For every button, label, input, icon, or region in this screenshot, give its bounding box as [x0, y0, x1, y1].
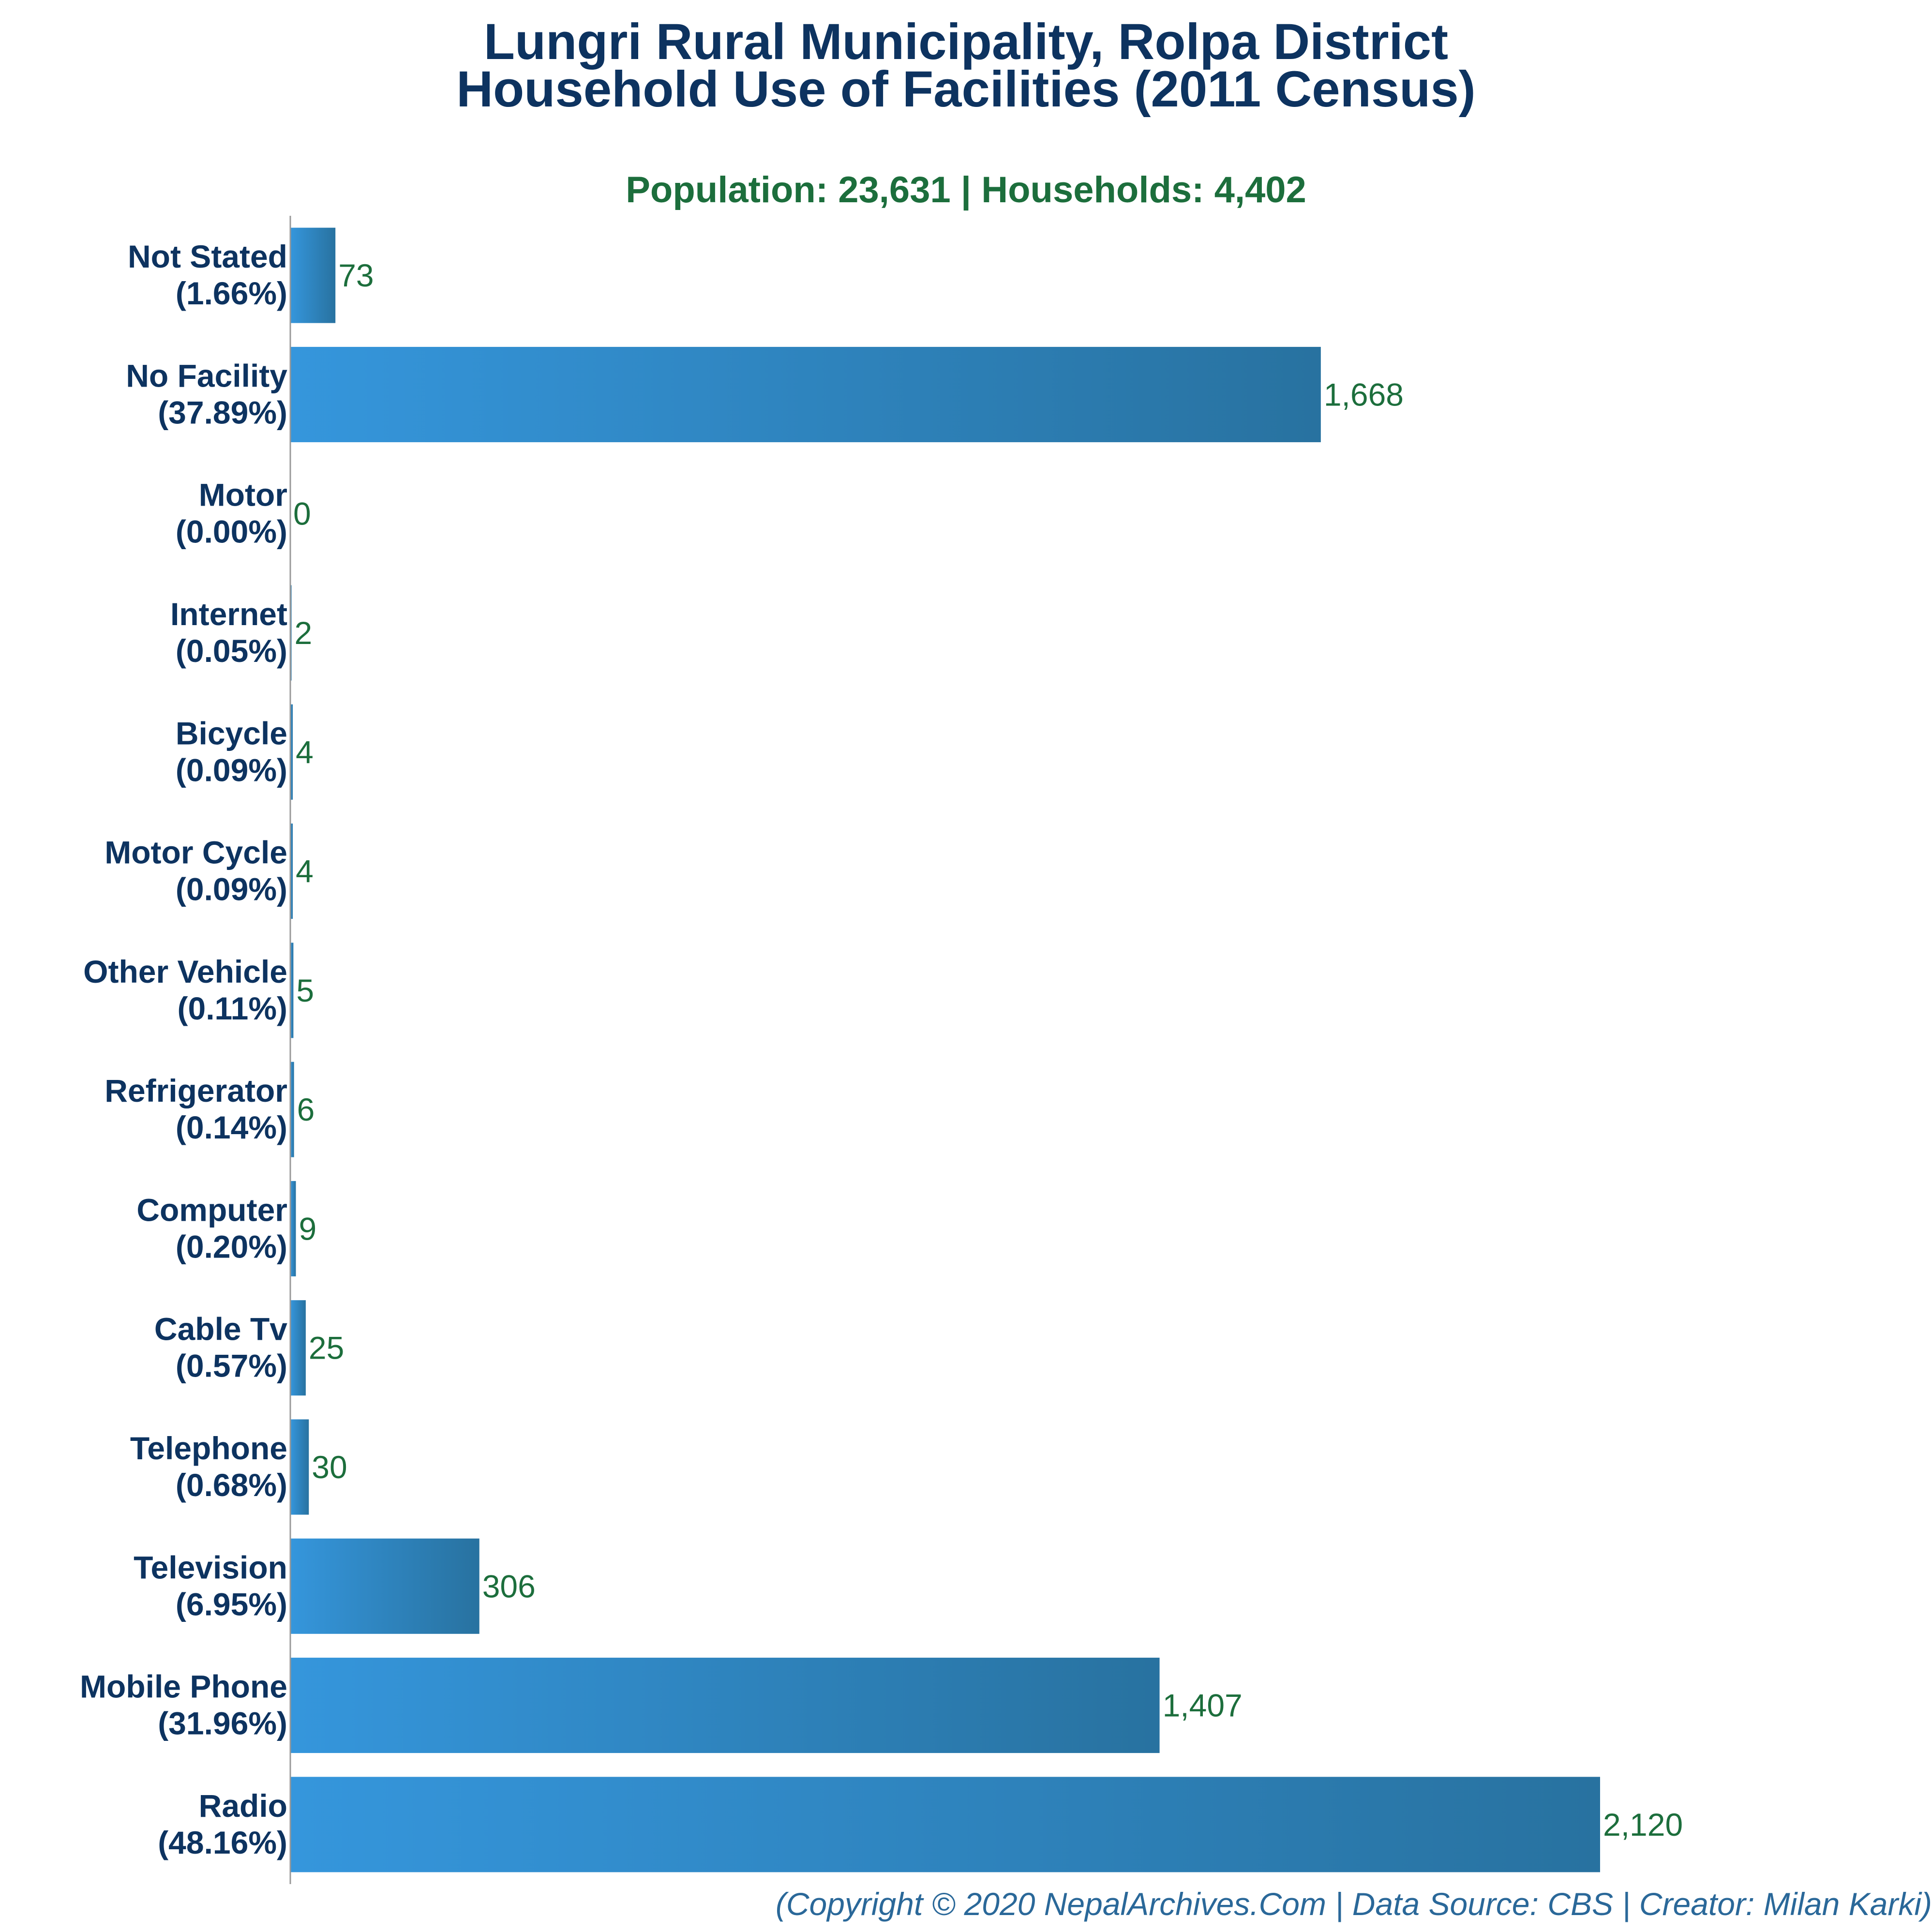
bar-group: Computer (0.20%) 9: [136, 1181, 316, 1276]
bar: [290, 1300, 306, 1396]
value-label: 6: [297, 1092, 315, 1127]
category-label: Motor Cycle (0.09%): [105, 835, 287, 907]
category-percent: (0.09%): [176, 871, 287, 907]
bar: [290, 1181, 296, 1276]
bar-group: Television (6.95%) 306: [134, 1538, 536, 1634]
category-name: Refrigerator: [105, 1073, 287, 1108]
bar-group: Telephone (0.68%) 30: [130, 1419, 347, 1515]
category-name: Telephone: [130, 1430, 287, 1466]
category-name: Not Stated: [128, 239, 287, 274]
value-label: 9: [299, 1211, 316, 1246]
category-name: Internet: [170, 596, 287, 632]
category-label: Bicycle (0.09%): [176, 715, 287, 788]
category-label: Internet (0.05%): [170, 596, 287, 669]
category-name: Bicycle: [176, 715, 287, 751]
bar: [290, 346, 1321, 442]
category-name: Motor: [199, 477, 287, 513]
category-name: Other Vehicle: [83, 954, 287, 989]
value-label: 4: [296, 734, 314, 770]
chart-title-line-2: Household Use of Facilities (2011 Census…: [456, 61, 1476, 118]
category-percent: (48.16%): [158, 1825, 287, 1860]
category-label: Cable Tv (0.57%): [154, 1311, 287, 1384]
value-label: 2,120: [1603, 1807, 1683, 1842]
category-percent: (0.00%): [176, 514, 287, 550]
bar: [290, 704, 293, 800]
bar: [290, 1538, 479, 1634]
bars: Not Stated (1.66%) 73 No Facility (37.89%) 1,…: [80, 227, 1683, 1872]
bar: [290, 1777, 1600, 1872]
category-name: No Facility: [126, 358, 287, 393]
category-label: Computer (0.20%): [136, 1192, 287, 1264]
category-name: Television: [134, 1549, 287, 1585]
bar-group: Cable Tv (0.57%) 25: [154, 1300, 344, 1396]
category-percent: (1.66%): [176, 275, 287, 311]
bar-group: No Facility (37.89%) 1,668: [126, 346, 1404, 442]
category-label: Motor (0.00%): [176, 477, 287, 550]
category-label: Refrigerator (0.14%): [105, 1073, 287, 1145]
value-label: 1,407: [1163, 1688, 1243, 1723]
bar: [290, 1062, 294, 1157]
bar-group: Mobile Phone (31.96%) 1,407: [80, 1658, 1243, 1753]
category-name: Cable Tv: [154, 1311, 287, 1347]
bar: [290, 1419, 309, 1515]
bar-group: Refrigerator (0.14%) 6: [105, 1062, 315, 1157]
bar-group: Motor (0.00%) 0: [176, 477, 311, 550]
category-name: Motor Cycle: [105, 835, 287, 870]
bar-group: Internet (0.05%) 2: [170, 585, 313, 681]
category-percent: (31.96%): [158, 1706, 287, 1741]
category-label: Not Stated (1.66%): [128, 239, 287, 311]
bar: [290, 1658, 1160, 1753]
category-percent: (0.05%): [176, 633, 287, 669]
category-label: Telephone (0.68%): [130, 1430, 287, 1503]
category-percent: (0.14%): [176, 1109, 287, 1145]
chart-subtitle: Population: 23,631 | Households: 4,402: [626, 169, 1306, 210]
category-name: Computer: [136, 1192, 287, 1228]
value-label: 5: [296, 973, 314, 1008]
value-label: 0: [293, 496, 311, 532]
bar: [290, 824, 293, 919]
value-label: 306: [482, 1568, 536, 1604]
value-label: 25: [309, 1330, 344, 1366]
category-percent: (37.89%): [158, 394, 287, 430]
chart-title-line-1: Lungri Rural Municipality, Rolpa Distric…: [483, 14, 1449, 70]
category-label: Television (6.95%): [134, 1549, 287, 1622]
bar-group: Bicycle (0.09%) 4: [176, 704, 314, 800]
value-label: 30: [312, 1449, 347, 1485]
category-percent: (6.95%): [176, 1586, 287, 1622]
category-percent: (0.57%): [176, 1348, 287, 1384]
value-label: 73: [338, 257, 374, 293]
value-label: 2: [295, 615, 313, 651]
bar: [290, 943, 294, 1038]
bar-group: Motor Cycle (0.09%) 4: [105, 824, 314, 919]
category-percent: (0.20%): [176, 1228, 287, 1264]
category-label: Mobile Phone (31.96%): [80, 1669, 287, 1741]
chart-title: Lungri Rural Municipality, Rolpa Distric…: [0, 14, 1932, 118]
category-percent: (0.09%): [176, 752, 287, 788]
category-label: Other Vehicle (0.11%): [83, 954, 287, 1026]
category-label: Radio (48.16%): [158, 1788, 287, 1860]
category-name: Radio: [199, 1788, 287, 1824]
bar-group: Other Vehicle (0.11%) 5: [83, 943, 314, 1038]
category-label: No Facility (37.89%): [126, 358, 287, 430]
category-name: Mobile Phone: [80, 1669, 287, 1705]
value-label: 1,668: [1324, 376, 1404, 412]
bar: [290, 227, 336, 323]
bar-group: Not Stated (1.66%) 73: [128, 227, 374, 323]
category-percent: (0.68%): [176, 1467, 287, 1503]
copyright-credit: (Copyright © 2020 NepalArchives.Com | Da…: [775, 1886, 1932, 1922]
category-percent: (0.11%): [178, 990, 287, 1026]
bar-group: Radio (48.16%) 2,120: [158, 1777, 1683, 1872]
value-label: 4: [296, 854, 314, 889]
